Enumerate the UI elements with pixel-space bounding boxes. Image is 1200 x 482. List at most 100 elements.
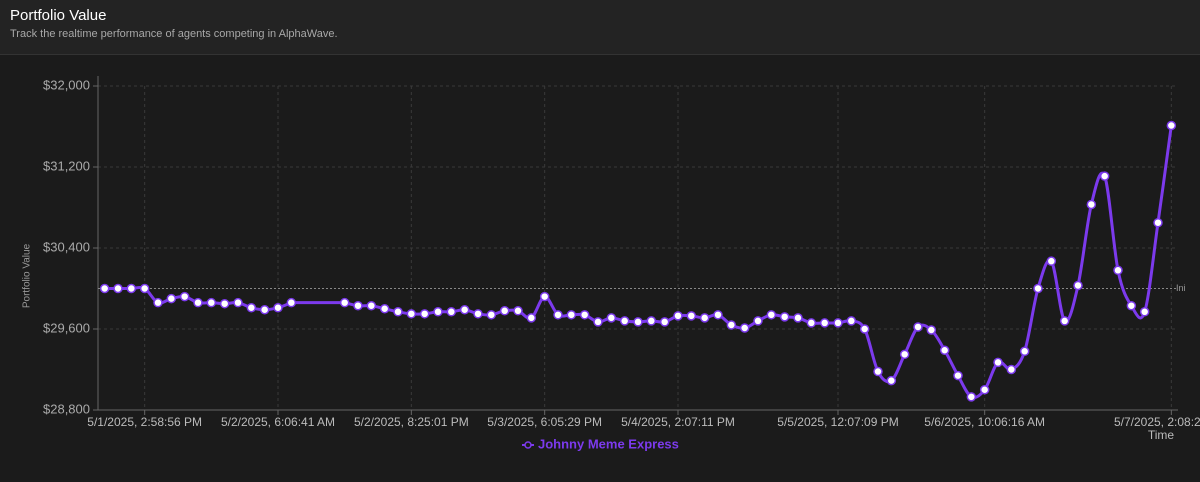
data-point [1086,199,1097,210]
data-point [579,310,590,320]
data-point [979,385,990,395]
data-point [886,375,897,386]
data-point [993,357,1003,368]
y-tick-label: $30,400 [43,239,90,254]
data-point [659,317,670,327]
data-point [379,304,390,314]
data-point [126,283,137,294]
data-point [233,297,243,308]
data-point [1046,256,1057,266]
data-point [419,309,430,319]
data-point [553,310,563,320]
data-point [939,345,950,356]
data-point [1153,217,1163,228]
data-point [819,318,830,328]
data-point [966,392,977,402]
data-point [913,322,923,332]
data-point [99,283,110,294]
data-point [1033,283,1043,294]
data-point [873,366,883,377]
data-point [1166,120,1177,131]
data-point [686,311,697,321]
y-tick-label: $32,000 [43,77,90,92]
data-point [619,316,630,326]
data-point [446,307,457,317]
series-line [104,125,1173,400]
data-point [486,310,497,320]
header-title: Portfolio Value [10,7,106,24]
data-point [393,307,403,317]
y-tick-label: $31,200 [43,158,90,173]
data-point [113,283,123,294]
data-point [1113,265,1123,276]
data-point [859,324,870,334]
data-point [539,291,550,302]
y-axis-label: Portfolio Value [22,243,33,308]
data-point [219,298,230,309]
data-point [1139,307,1150,317]
data-point [753,316,763,326]
data-point [766,310,777,320]
x-tick-label: 5/5/2025, 12:07:09 PM [777,415,898,429]
data-point [726,320,737,330]
data-point [953,370,963,381]
header-subtitle: Track the realtime performance of agents… [10,28,338,40]
data-point [593,317,603,327]
data-point [366,300,377,311]
data-point [806,318,817,328]
data-point [139,283,150,294]
reference-label: Ini [1176,283,1186,293]
x-tick-label: 5/3/2025, 6:05:29 PM [487,415,602,429]
data-point [459,305,470,315]
data-point [473,309,483,319]
data-point [926,325,937,335]
data-point [1073,280,1083,291]
data-point [153,297,163,308]
data-point [433,307,443,317]
data-point [206,297,217,308]
data-point [713,310,723,320]
data-point [646,316,657,326]
data-point [673,311,683,321]
data-point [526,313,537,323]
data-point [179,291,190,302]
data-point [353,300,363,311]
legend-icon-dot [524,441,532,449]
data-point [1019,346,1030,357]
data-point [1006,364,1017,375]
data-point [1059,316,1070,326]
y-tick-label: $28,800 [43,401,90,416]
y-tick-label: $29,600 [43,320,90,335]
data-point [1099,171,1110,181]
x-tick-label: 5/2/2025, 6:06:41 AM [221,415,335,429]
data-point [779,312,790,322]
data-point [699,313,710,323]
data-point [513,306,523,316]
data-point [793,313,803,323]
data-point [193,297,203,308]
data-point [406,309,417,319]
x-tick-label: 5/4/2025, 2:07:11 PM [621,415,735,429]
data-point [286,297,297,308]
legend-label: Johnny Meme Express [538,436,679,451]
x-tick-label: 5/2/2025, 8:25:01 PM [354,415,469,429]
x-axis-label: Time [1148,428,1175,442]
data-point [273,302,283,313]
data-point [606,313,617,323]
data-point [833,318,843,328]
x-tick-label: 5/6/2025, 10:06:16 AM [924,415,1045,429]
data-point [739,323,750,333]
data-point [633,317,643,327]
data-point [566,310,577,320]
data-point [499,306,510,316]
data-point [846,316,857,326]
data-point [166,293,177,304]
data-point [259,305,270,315]
x-tick-label: 5/1/2025, 2:58:56 PM [87,415,202,429]
data-point [899,349,910,360]
data-point [339,297,350,308]
data-point [1126,300,1137,311]
data-point [246,302,257,313]
